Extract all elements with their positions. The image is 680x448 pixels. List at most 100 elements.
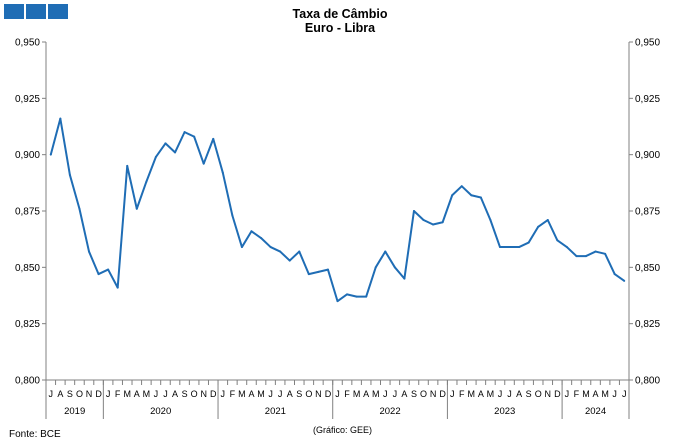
x-tick-label: J [622, 389, 627, 399]
chart-title-line2: Euro - Libra [304, 21, 376, 35]
source-note: Fonte: BCE [9, 429, 61, 440]
data-point [154, 155, 157, 158]
data-point [460, 185, 463, 188]
x-tick-label: O [420, 389, 427, 399]
x-tick-label: M [143, 389, 151, 399]
x-tick-label: M [601, 389, 609, 399]
chart-title: Taxa de Câmbio Euro - Libra [0, 7, 680, 35]
x-tick-label: J [221, 389, 226, 399]
y-tick-label-left: 0,825 [15, 319, 40, 330]
data-point [498, 246, 501, 249]
y-tick-label-right: 0,825 [635, 319, 660, 330]
x-tick-label: F [574, 389, 580, 399]
data-point [575, 255, 578, 258]
x-tick-label: S [296, 389, 302, 399]
x-year-label: 2024 [585, 406, 606, 417]
x-tick-label: D [95, 389, 102, 399]
data-point [126, 164, 129, 167]
data-point [250, 230, 253, 233]
y-tick-label-right: 0,800 [635, 376, 660, 387]
data-point [193, 135, 196, 138]
y-tick-label-right: 0,925 [635, 94, 660, 105]
x-tick-label: S [67, 389, 73, 399]
data-point [88, 250, 91, 253]
data-point [269, 246, 272, 249]
data-point [221, 171, 224, 174]
x-year-label: 2021 [265, 406, 286, 417]
data-point [307, 273, 310, 276]
x-tick-label: J [163, 389, 168, 399]
logo-square [48, 4, 68, 19]
data-point [145, 180, 148, 183]
x-tick-label: D [554, 389, 561, 399]
x-tick-label: A [593, 389, 599, 399]
x-tick-label: M [468, 389, 476, 399]
y-tick-label-left: 0,900 [15, 150, 40, 161]
data-point [346, 293, 349, 296]
x-tick-label: A [287, 389, 293, 399]
x-tick-label: J [498, 389, 503, 399]
x-tick-label: O [535, 389, 542, 399]
x-tick-label: D [325, 389, 332, 399]
data-point [336, 300, 339, 303]
x-tick-label: M [123, 389, 131, 399]
x-tick-label: J [106, 389, 111, 399]
data-point [107, 268, 110, 271]
x-tick-label: S [411, 389, 417, 399]
x-tick-label: O [191, 389, 198, 399]
logo-square [4, 4, 24, 19]
x-tick-label: J [383, 389, 388, 399]
x-tick-label: J [278, 389, 283, 399]
x-tick-label: D [210, 389, 217, 399]
data-point [374, 266, 377, 269]
data-point [594, 250, 597, 253]
x-tick-label: N [545, 389, 552, 399]
data-point [584, 255, 587, 258]
x-tick-label: A [363, 389, 369, 399]
data-point [422, 219, 425, 222]
data-point [240, 246, 243, 249]
x-year-label: 2020 [150, 406, 171, 417]
data-point [279, 250, 282, 253]
data-point [556, 239, 559, 242]
x-tick-label: S [182, 389, 188, 399]
y-tick-label-left: 0,950 [15, 38, 40, 49]
logo [4, 4, 68, 19]
y-tick-label-left: 0,875 [15, 207, 40, 218]
data-point [326, 268, 329, 271]
x-tick-label: O [305, 389, 312, 399]
data-point [68, 173, 71, 176]
data-point [537, 225, 540, 228]
data-point [393, 266, 396, 269]
x-tick-label: J [612, 389, 617, 399]
x-year-label: 2019 [64, 406, 85, 417]
x-tick-label: M [372, 389, 380, 399]
x-tick-label: A [478, 389, 484, 399]
x-tick-label: M [238, 389, 246, 399]
x-tick-label: M [353, 389, 361, 399]
x-tick-label: O [76, 389, 83, 399]
chart-credit: (Gráfico: GEE) [313, 425, 373, 435]
x-tick-label: F [459, 389, 465, 399]
data-point [384, 250, 387, 253]
x-tick-label: A [401, 389, 407, 399]
series-line-eur-gbp [49, 117, 625, 303]
x-tick-label: F [344, 389, 350, 399]
x-tick-label: M [487, 389, 495, 399]
data-point [135, 207, 138, 210]
data-point [441, 221, 444, 224]
x-year-label: 2022 [379, 406, 400, 417]
y-tick-label-left: 0,850 [15, 263, 40, 274]
chart-title-line1: Taxa de Câmbio [292, 7, 388, 21]
data-point [183, 131, 186, 134]
y-tick-label-right: 0,950 [635, 38, 660, 49]
data-point [613, 273, 616, 276]
logo-square [26, 4, 46, 19]
data-point [317, 270, 320, 273]
x-tick-label: N [200, 389, 207, 399]
x-tick-label: F [230, 389, 236, 399]
x-tick-label: J [154, 389, 159, 399]
x-tick-label: A [134, 389, 140, 399]
x-tick-label: A [57, 389, 63, 399]
data-point [202, 162, 205, 165]
